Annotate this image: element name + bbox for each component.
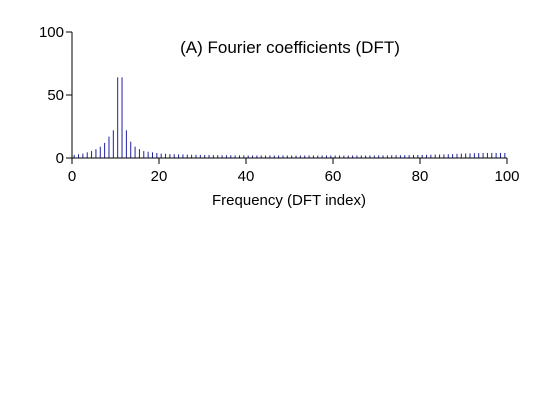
- x-tick-label: 40: [238, 168, 255, 185]
- x-tick-label: 0: [68, 168, 76, 185]
- x-tick-label: 100: [494, 168, 519, 185]
- bar-series: [73, 77, 506, 158]
- x-axis-ticks: 0 20 40 60 80 100: [68, 158, 520, 185]
- x-tick-label: 80: [412, 168, 429, 185]
- x-tick-label: 20: [151, 168, 168, 185]
- y-tick-label: 50: [47, 87, 64, 104]
- y-tick-label: 100: [39, 24, 64, 41]
- chart-title: (A) Fourier coefficients (DFT): [180, 38, 400, 57]
- x-tick-label: 60: [325, 168, 342, 185]
- y-tick-label: 0: [56, 150, 64, 167]
- y-axis-ticks: 0 50 100: [39, 24, 72, 167]
- x-axis-label: Frequency (DFT index): [212, 192, 366, 209]
